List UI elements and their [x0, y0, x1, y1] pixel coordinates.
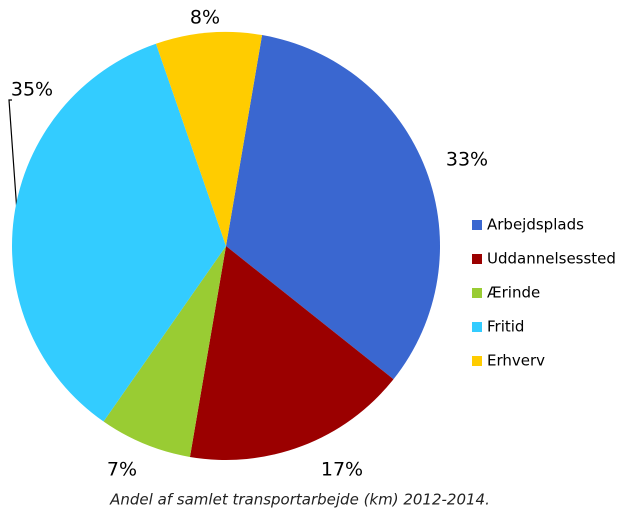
legend-label: Ærinde: [487, 284, 540, 302]
pie-slice: [189, 246, 394, 460]
pie-slice: [155, 31, 263, 246]
data-label: 33%: [446, 149, 488, 171]
legend-label: Erhverv: [487, 352, 545, 370]
chart-caption: Andel af samlet transportarbejde (km) 20…: [109, 491, 490, 509]
legend-swatch: [472, 356, 482, 366]
legend-label: Arbejdsplads: [487, 216, 584, 234]
pie-slice: [226, 35, 440, 380]
pie-slice: [103, 246, 226, 457]
leader-line: [8, 99, 18, 213]
data-label: 7%: [107, 459, 137, 481]
data-label: 35%: [11, 79, 53, 101]
legend-label: Fritid: [487, 318, 524, 336]
legend-label: Uddannelsessted: [487, 250, 616, 268]
legend-swatch: [472, 220, 482, 230]
pie-slice: [11, 43, 226, 422]
legend-swatch: [472, 322, 482, 332]
data-label: 8%: [190, 7, 220, 29]
legend-swatch: [472, 288, 482, 298]
legend-swatch: [472, 254, 482, 264]
data-label: 17%: [321, 459, 363, 481]
